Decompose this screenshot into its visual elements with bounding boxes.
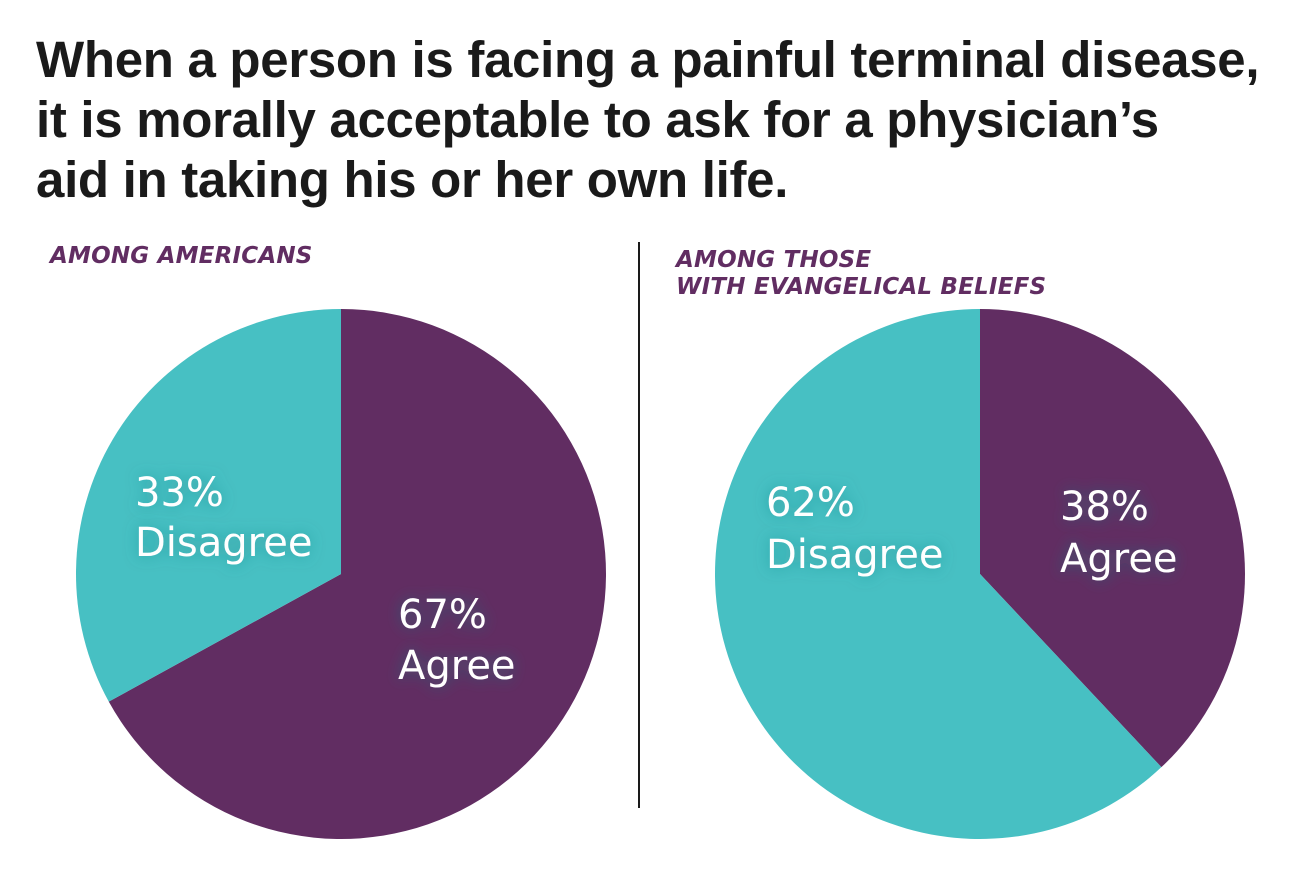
left-chart-subtitle: AMONG AMERICANS: [50, 243, 313, 270]
americans-disagree-percent: 33%: [135, 470, 224, 516]
headline-line-1: When a person is facing a painful termin…: [36, 31, 1260, 88]
evangelical-agree-label: Agree: [1060, 536, 1178, 582]
americans-agree-slice: [108, 309, 607, 839]
americans-agree-percent: 67%: [398, 592, 487, 638]
evangelical-disagree-percent: 62%: [766, 480, 855, 526]
americans-agree-label: Agree: [398, 643, 516, 689]
right-subtitle-line-2: WITH EVANGELICAL BELIEFS: [676, 274, 1047, 300]
americans-disagree-label: Disagree: [135, 520, 312, 566]
left-subtitle-line-1: AMONG AMERICANS: [50, 243, 313, 269]
chart-divider: [638, 242, 640, 808]
americans-pie: 33% Disagree 67% Agree: [76, 309, 607, 839]
right-subtitle-line-1: AMONG THOSE: [676, 247, 872, 273]
right-chart-subtitle: AMONG THOSE WITH EVANGELICAL BELIEFS: [676, 247, 1046, 301]
headline-line-2: it is morally acceptable to ask for a ph…: [36, 91, 1159, 148]
evangelical-disagree-slice: [714, 309, 1162, 839]
americans-disagree-slice: [76, 309, 342, 702]
evangelical-agree-percent: 38%: [1060, 484, 1149, 530]
headline-line-3: aid in taking his or her own life.: [36, 151, 789, 208]
evangelical-agree-slice: [980, 309, 1245, 768]
chart-headline: When a person is facing a painful termin…: [36, 30, 1306, 210]
evangelical-pie: 62% Disagree 38% Agree: [714, 309, 1245, 839]
evangelical-disagree-label: Disagree: [766, 532, 943, 578]
